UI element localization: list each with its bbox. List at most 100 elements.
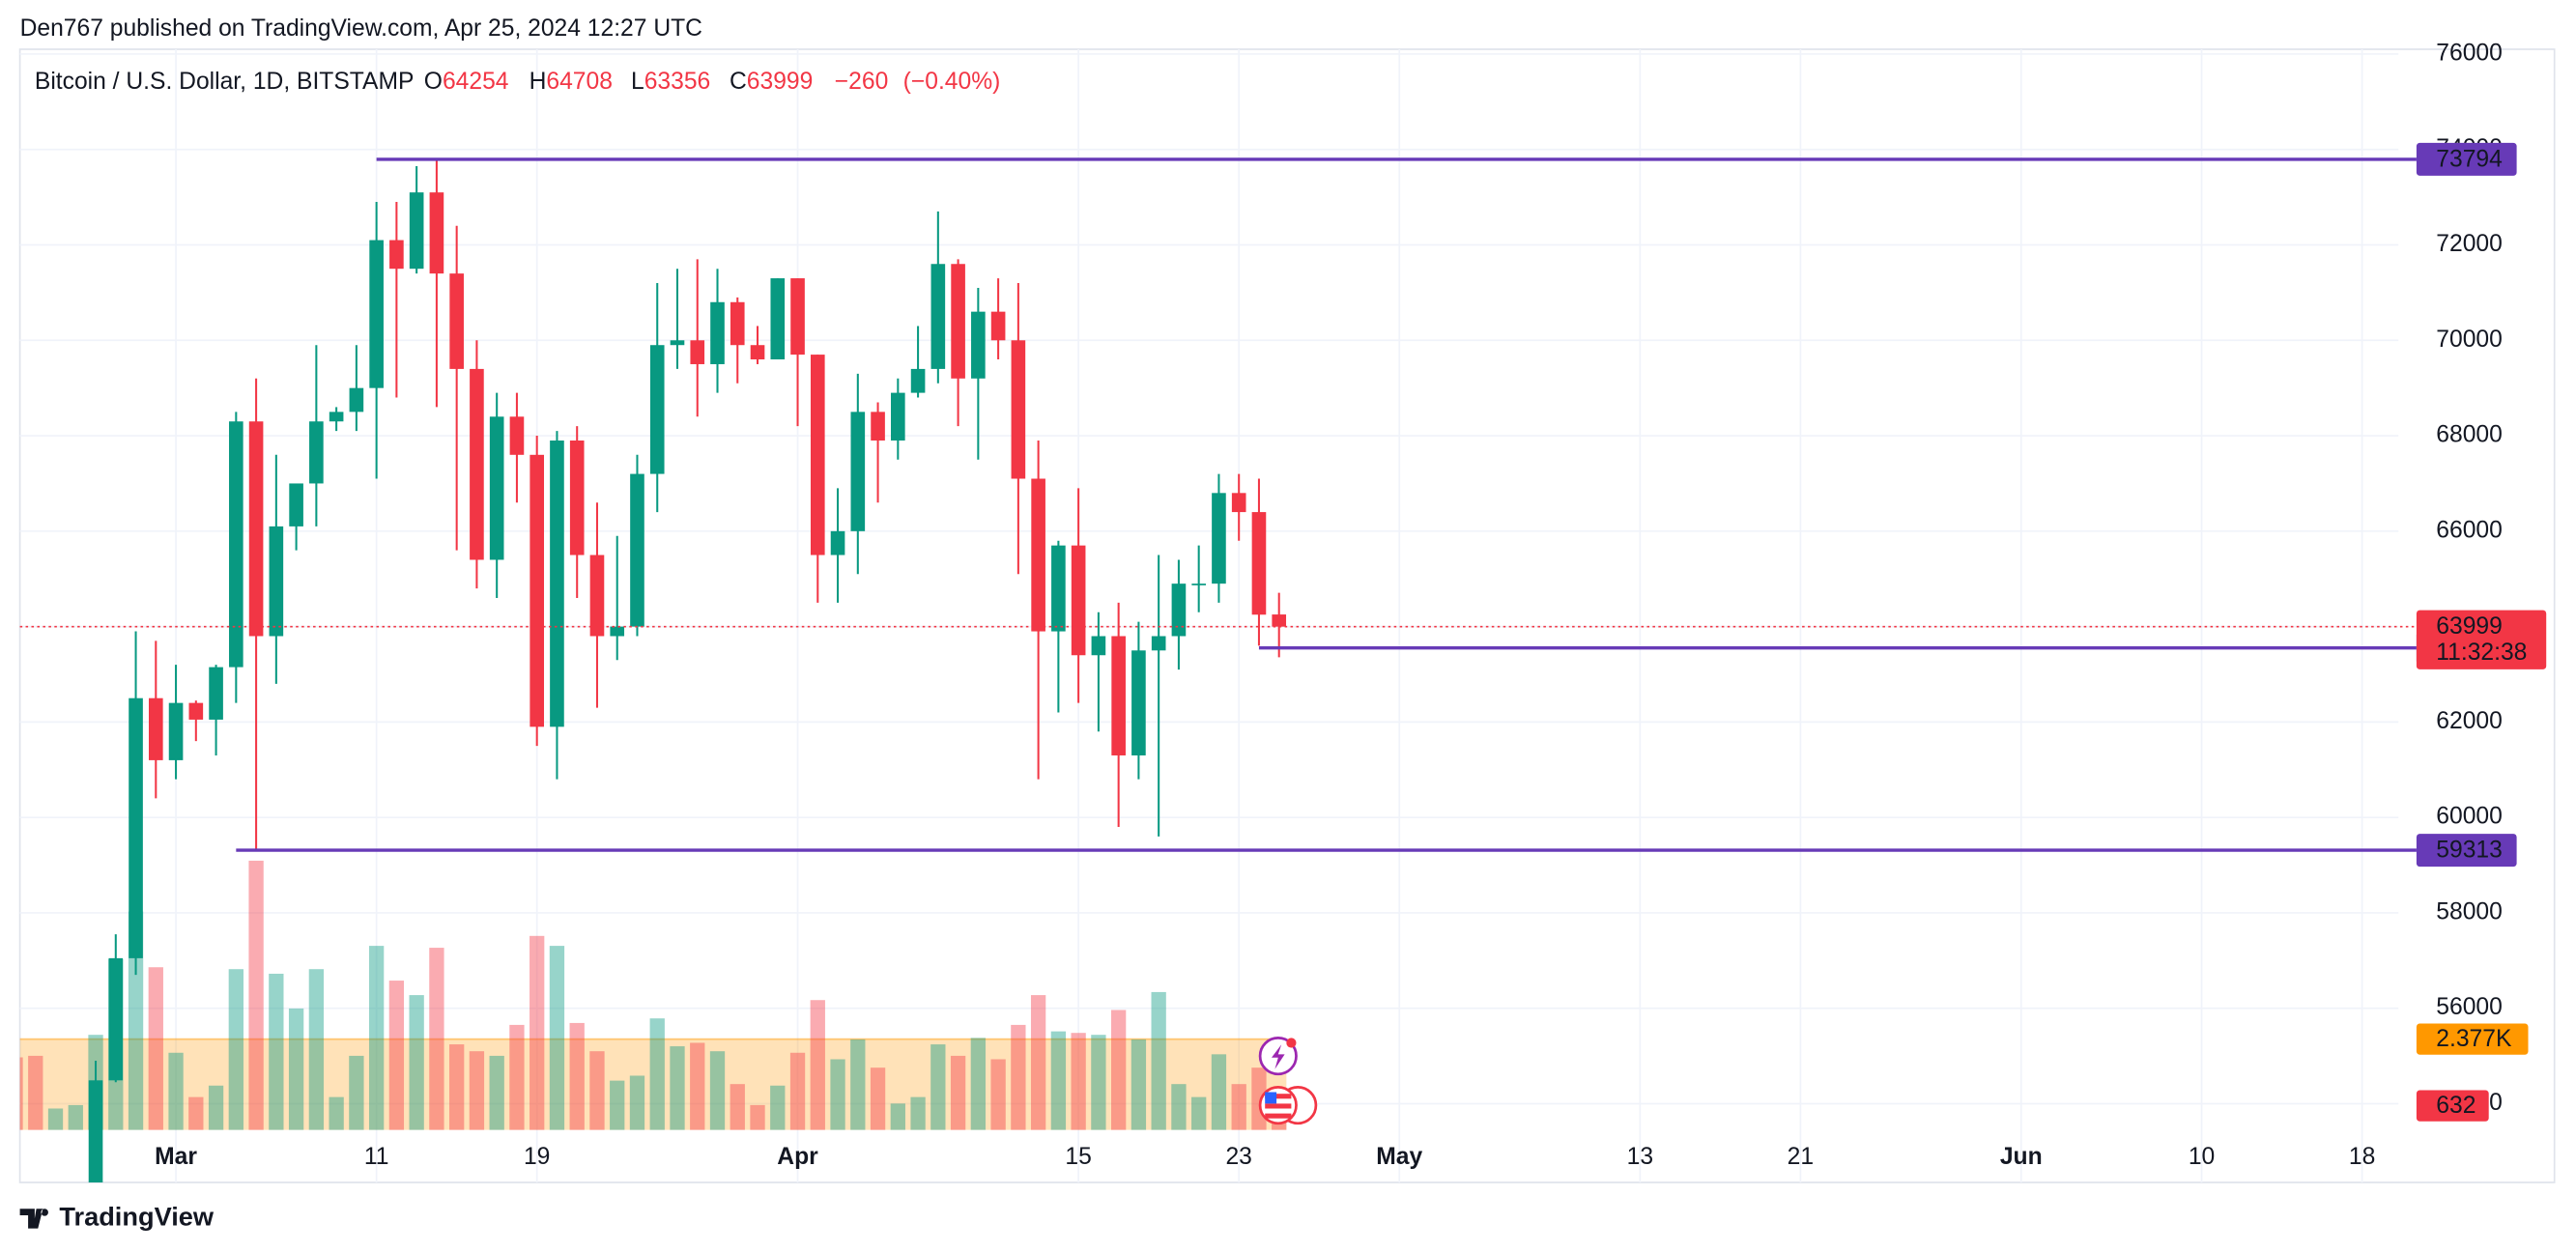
volume-bar	[128, 911, 144, 1130]
volume-bar	[1091, 1035, 1106, 1130]
candle-body	[930, 264, 946, 369]
volume-bar	[750, 1104, 765, 1130]
x-tick-label: 18	[2349, 1144, 2375, 1170]
candle-body	[449, 273, 464, 369]
ohlc-letter: H	[530, 69, 547, 95]
publisher: Den767 published on TradingView.com, Apr…	[20, 15, 702, 42]
flag-canton	[1265, 1092, 1277, 1104]
volume-bar	[228, 969, 243, 1130]
x-tick-label: May	[1376, 1144, 1422, 1170]
candle-body	[289, 483, 303, 526]
x-tick-label: Jun	[2000, 1144, 2043, 1170]
volume-bar	[288, 1008, 304, 1130]
x-tick-label: Mar	[155, 1144, 197, 1170]
volume-tag-label: 632	[2436, 1093, 2476, 1119]
candle-body	[530, 454, 545, 727]
candle-body	[409, 192, 424, 270]
level-tag-label: 59313	[2436, 837, 2503, 863]
volume-bar	[990, 1059, 1006, 1130]
candle-body	[168, 702, 184, 760]
candle-body	[1111, 636, 1126, 755]
volume-bar	[1211, 1054, 1227, 1130]
volume-bar	[1131, 1039, 1147, 1130]
candle-body	[1071, 545, 1086, 656]
y-tick-label: 72000	[2436, 231, 2503, 257]
candle-body	[910, 368, 926, 393]
volume-bar	[1030, 995, 1046, 1130]
volume-bar	[1171, 1084, 1187, 1130]
frame	[18, 48, 2556, 1183]
candle-body	[670, 340, 685, 346]
candle-body	[971, 311, 986, 379]
volume-bar	[68, 1104, 83, 1130]
volume-bar	[970, 1038, 987, 1130]
candle-body	[229, 421, 243, 668]
candle-body	[429, 192, 444, 274]
volume-pane	[19, 860, 1287, 1130]
candle-body	[610, 626, 625, 637]
candle-body	[1171, 583, 1187, 637]
legend: Bitcoin / U.S. Dollar, 1D, BITSTAMP O642…	[35, 69, 1000, 95]
volume-bar	[810, 1000, 825, 1130]
candle-body	[148, 697, 163, 760]
candle-body	[1151, 636, 1166, 651]
candle-body	[269, 526, 284, 637]
candle-body	[770, 278, 786, 360]
ohlc-letter: C	[730, 69, 747, 95]
grid: 5400056000580006000062000640006600068000…	[19, 40, 2503, 1183]
volume-bar	[770, 1085, 786, 1130]
volume-bar	[208, 1085, 224, 1130]
change: −260	[835, 69, 889, 95]
volume-bar	[409, 995, 424, 1130]
y-tick-label: 58000	[2436, 898, 2503, 925]
volume-bar	[388, 981, 405, 1130]
candle-body	[589, 555, 605, 637]
candle-body	[329, 412, 344, 422]
y-tick-label: 68000	[2436, 422, 2503, 448]
candle-body	[209, 667, 223, 720]
volume-bar	[730, 1084, 745, 1130]
candle-body	[188, 702, 204, 720]
candle-body	[649, 345, 665, 474]
candle-body	[1011, 340, 1026, 479]
volume-ma-label: 2.377K	[2436, 1026, 2512, 1052]
candle-body	[810, 355, 825, 555]
volume-bar	[930, 1044, 946, 1130]
ohlc-value: 64254	[443, 69, 509, 95]
candle-body	[569, 440, 585, 555]
volume-bar	[890, 1103, 905, 1130]
candle-body	[871, 412, 885, 441]
volume-bar	[1231, 1084, 1246, 1130]
candle-body	[88, 1080, 103, 1183]
volume-bar	[910, 1096, 926, 1130]
volume-ma-band	[19, 1039, 1287, 1130]
y-tick-label: 66000	[2436, 517, 2503, 543]
volume-bar	[1151, 991, 1166, 1130]
ohlc-letter: L	[631, 69, 644, 95]
candle-body	[470, 368, 484, 560]
candle-body	[1131, 650, 1146, 755]
candle-body	[1191, 583, 1206, 585]
change-pct: (−0.40%)	[903, 69, 1001, 95]
y-tick-label: 76000	[2436, 40, 2503, 66]
volume-bar	[308, 969, 325, 1130]
candle-body	[509, 416, 525, 455]
x-tick-label: 21	[1788, 1144, 1814, 1170]
volume-bar	[168, 1052, 184, 1130]
x-tick-label: 13	[1627, 1144, 1653, 1170]
x-tick-label: 11	[364, 1144, 389, 1170]
flag-stripe	[1265, 1103, 1292, 1109]
icon-dot	[1286, 1038, 1297, 1048]
y-tick-label: 70000	[2436, 327, 2503, 353]
candle-body	[1051, 545, 1066, 632]
volume-bar	[349, 1055, 364, 1130]
logo-mark	[19, 1209, 48, 1229]
y-tick-label: 62000	[2436, 708, 2503, 734]
volume-bar	[569, 1022, 585, 1130]
flag-stripe	[1265, 1094, 1292, 1099]
icon-bolt	[1271, 1044, 1285, 1069]
volume-bar	[610, 1080, 625, 1130]
volume-bar	[1111, 1010, 1127, 1130]
x-tick-label: 10	[2189, 1144, 2215, 1170]
